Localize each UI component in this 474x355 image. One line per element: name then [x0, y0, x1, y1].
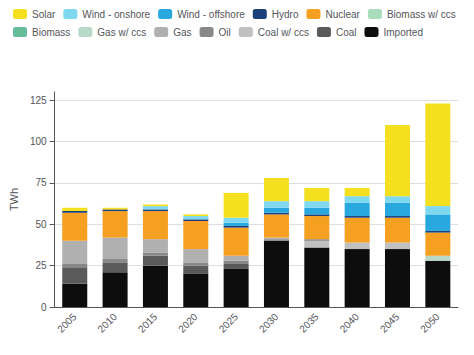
- svg-text:Hydro: Hydro: [272, 9, 299, 20]
- svg-text:2045: 2045: [378, 311, 402, 335]
- svg-text:Imported: Imported: [383, 27, 422, 38]
- svg-text:Nuclear: Nuclear: [325, 9, 360, 20]
- svg-text:Solar: Solar: [32, 9, 56, 20]
- svg-text:Gas: Gas: [173, 27, 191, 38]
- svg-text:2050: 2050: [418, 311, 442, 335]
- svg-text:0: 0: [41, 302, 47, 313]
- svg-text:2025: 2025: [217, 311, 241, 335]
- svg-text:Gas w/ ccs: Gas w/ ccs: [97, 27, 146, 38]
- svg-text:125: 125: [30, 95, 47, 106]
- svg-text:2030: 2030: [257, 311, 281, 335]
- svg-text:Wind - offshore: Wind - offshore: [177, 9, 245, 20]
- svg-text:2005: 2005: [55, 311, 79, 335]
- svg-text:TWh: TWh: [8, 188, 20, 211]
- svg-text:Biomass w/ ccs: Biomass w/ ccs: [387, 9, 456, 20]
- svg-text:Oil: Oil: [219, 27, 231, 38]
- svg-text:Coal w/ ccs: Coal w/ ccs: [258, 27, 309, 38]
- svg-text:50: 50: [35, 219, 47, 230]
- svg-text:Biomass: Biomass: [32, 27, 70, 38]
- svg-text:2035: 2035: [297, 311, 321, 335]
- svg-text:25: 25: [35, 260, 47, 271]
- svg-text:2010: 2010: [95, 311, 119, 335]
- svg-text:2040: 2040: [338, 311, 362, 335]
- svg-text:Coal: Coal: [336, 27, 357, 38]
- svg-text:100: 100: [30, 136, 47, 147]
- svg-text:2015: 2015: [136, 311, 160, 335]
- svg-text:Wind - onshore: Wind - onshore: [82, 9, 150, 20]
- svg-text:2020: 2020: [176, 311, 200, 335]
- svg-text:75: 75: [35, 177, 47, 188]
